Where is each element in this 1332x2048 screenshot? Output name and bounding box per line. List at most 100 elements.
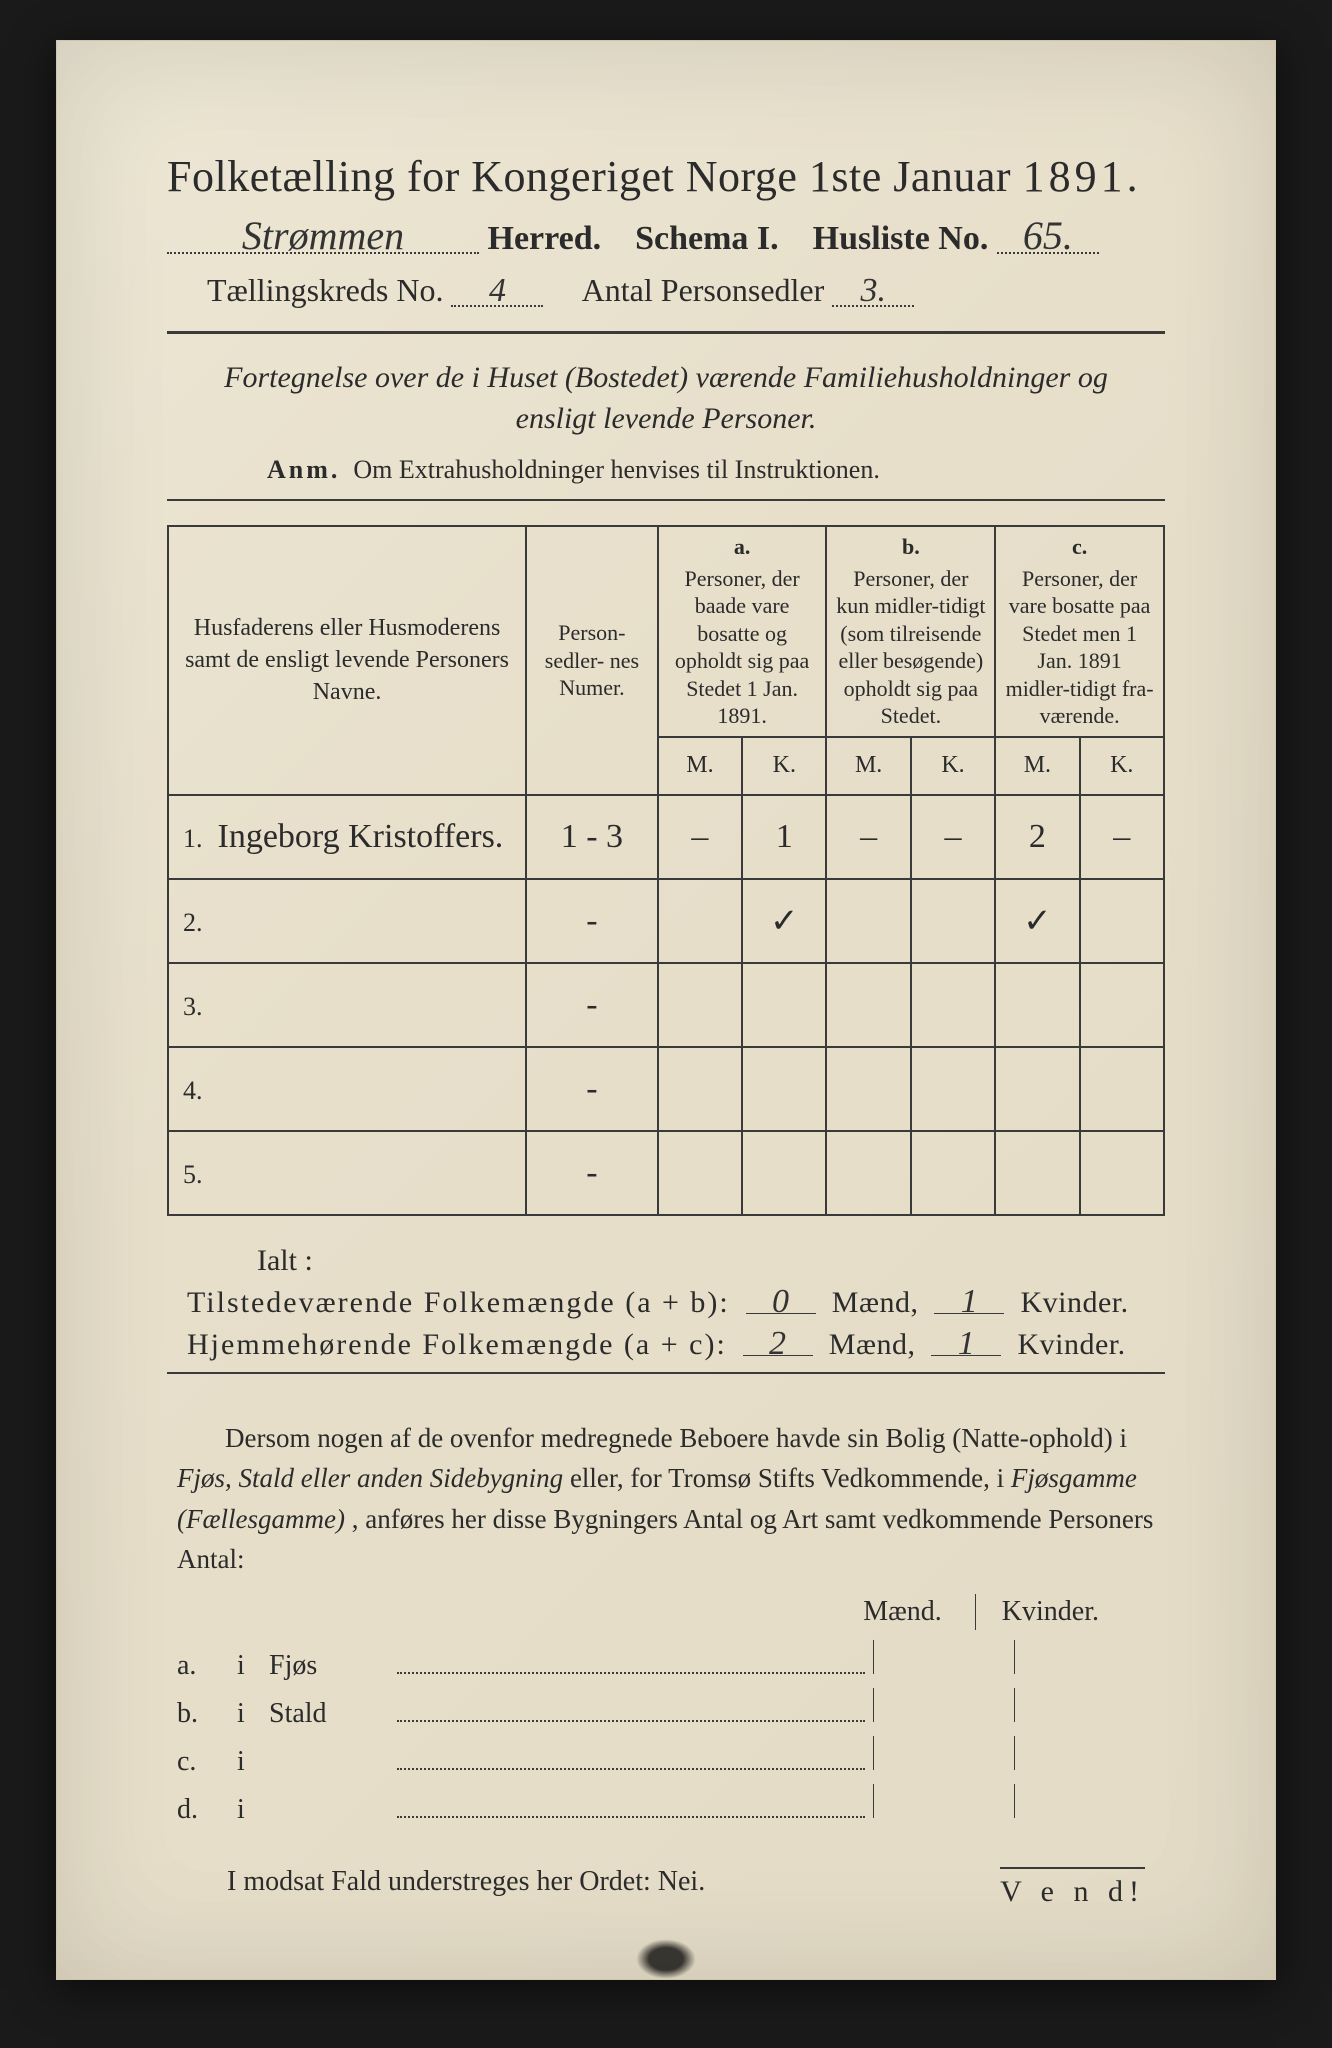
sum-hjem: Hjemmehørende Folkemængde (a + c): 2 Mæn… — [187, 1328, 1165, 1362]
byg-dots — [397, 1767, 865, 1770]
dersom-para: Dersom nogen af de ovenfor medregnede Be… — [177, 1418, 1155, 1580]
row-aM — [658, 879, 742, 963]
row-cM — [995, 1131, 1079, 1215]
maend-2: Mænd, — [829, 1328, 916, 1361]
row-aM: – — [658, 795, 742, 879]
row-aM — [658, 1047, 742, 1131]
row-cK: – — [1080, 795, 1164, 879]
sum-tilst: Tilstedeværende Folkemængde (a + b): 0 M… — [187, 1286, 1165, 1320]
col-a: a. Personer, der baade vare bosatte og o… — [658, 526, 827, 737]
fortegnelse: Fortegnelse over de i Huset (Bostedet) v… — [187, 358, 1145, 439]
byg-m-cell — [873, 1688, 1014, 1722]
byg-m-cell — [873, 1784, 1014, 1818]
row-cK — [1080, 1047, 1164, 1131]
para-t2: eller, for Tromsø Stifts Vedkommende, i — [570, 1463, 1011, 1493]
antal-value: 3. — [832, 279, 914, 307]
tilst-k: 1 — [934, 1290, 1004, 1315]
title-main: Folketælling for Kongeriget Norge — [167, 152, 797, 201]
row-aK — [742, 1047, 826, 1131]
byg-k-cell — [1014, 1688, 1155, 1722]
title-year: 1891. — [1023, 152, 1142, 201]
byg-i: i — [237, 1746, 269, 1778]
row-bM — [826, 879, 910, 963]
byg-lbl: d. — [177, 1794, 237, 1826]
ialt-label: Ialt : — [257, 1244, 1165, 1278]
table-row: 3. - — [168, 963, 1164, 1047]
byg-cat: Stald — [269, 1698, 389, 1730]
row-num: - — [526, 1131, 658, 1215]
table-body: 1. Ingeborg Kristoffers.1 - 3–1––2–2. -✓… — [168, 795, 1164, 1215]
byg-lbl: b. — [177, 1698, 237, 1730]
ink-stain — [636, 1939, 696, 1979]
a-K: K. — [742, 737, 826, 795]
row-cM — [995, 963, 1079, 1047]
row-cM: ✓ — [995, 879, 1079, 963]
mk-header: Mænd. Kvinder. — [837, 1594, 1125, 1630]
tilst-m: 0 — [746, 1290, 816, 1315]
table-row: 1. Ingeborg Kristoffers.1 - 3–1––2– — [168, 795, 1164, 879]
row-bK: – — [911, 795, 995, 879]
row-aK: ✓ — [742, 879, 826, 963]
col-names: Husfaderens eller Husmoderens samt de en… — [168, 526, 526, 795]
row-cK — [1080, 879, 1164, 963]
byg-cat: Fjøs — [269, 1650, 389, 1682]
bygning-list: a.iFjøsb.iStaldc.id.i — [177, 1640, 1155, 1826]
mk-k: Kvinder. — [975, 1594, 1125, 1630]
table-row: 4. - — [168, 1047, 1164, 1131]
row-cK — [1080, 1131, 1164, 1215]
col-num: Person- sedler- nes Numer. — [526, 526, 658, 795]
row-num: 1 - 3 — [526, 795, 658, 879]
census-form-page: Folketælling for Kongeriget Norge 1ste J… — [56, 40, 1276, 1980]
col-c-text: Personer, der vare bosatte paa Stedet me… — [1006, 566, 1154, 729]
para-t1: Dersom nogen af de ovenfor medregnede Be… — [225, 1423, 1127, 1453]
row-bM — [826, 963, 910, 1047]
byg-i: i — [237, 1650, 269, 1682]
row-name: 1. Ingeborg Kristoffers. — [168, 795, 526, 879]
row-bK — [911, 1131, 995, 1215]
row-num: - — [526, 1047, 658, 1131]
col-a-hdr: a. — [667, 533, 818, 561]
byg-lbl: a. — [177, 1650, 237, 1682]
row-cK — [1080, 963, 1164, 1047]
herred-value: Strømmen — [167, 222, 479, 254]
byg-m-cell — [873, 1640, 1014, 1674]
herred-line: Strømmen Herred. Schema I. Husliste No. … — [167, 220, 1165, 258]
table-row: 2. -✓✓ — [168, 879, 1164, 963]
row-name: 5. — [168, 1131, 526, 1215]
c-M: M. — [995, 737, 1079, 795]
vend-label: V e n d! — [1000, 1867, 1145, 1909]
row-bM — [826, 1131, 910, 1215]
col-b: b. Personer, der kun midler-tidigt (som … — [826, 526, 995, 737]
hjem-m: 2 — [743, 1332, 813, 1357]
byg-i: i — [237, 1698, 269, 1730]
col-c: c. Personer, der vare bosatte paa Stedet… — [995, 526, 1164, 737]
byg-m-cell — [873, 1736, 1014, 1770]
row-aM — [658, 1131, 742, 1215]
tilst-label: Tilstedeværende Folkemængde (a + b): — [187, 1286, 730, 1319]
byg-k-cell — [1014, 1784, 1155, 1818]
row-bM: – — [826, 795, 910, 879]
row-cM — [995, 1047, 1079, 1131]
byg-dots — [397, 1671, 865, 1674]
row-name: 2. — [168, 879, 526, 963]
col-b-hdr: b. — [835, 533, 986, 561]
byg-k-cell — [1014, 1736, 1155, 1770]
byg-dots — [397, 1815, 865, 1818]
byg-lbl: c. — [177, 1746, 237, 1778]
rule-2 — [167, 499, 1165, 501]
anm-line: Anm. Om Extrahusholdninger henvises til … — [267, 455, 1165, 485]
kreds-value: 4 — [451, 279, 543, 307]
byg-dots — [397, 1719, 865, 1722]
page-title: Folketælling for Kongeriget Norge 1ste J… — [167, 151, 1165, 202]
hjem-k: 1 — [931, 1332, 1001, 1357]
household-table: Husfaderens eller Husmoderens samt de en… — [167, 525, 1165, 1216]
c-K: K. — [1080, 737, 1164, 795]
row-bM — [826, 1047, 910, 1131]
bygning-row: d.i — [177, 1784, 1155, 1826]
row-aK — [742, 1131, 826, 1215]
a-M: M. — [658, 737, 742, 795]
col-b-text: Personer, der kun midler-tidigt (som til… — [836, 566, 985, 729]
row-aK — [742, 963, 826, 1047]
kreds-label: Tællingskreds No. — [207, 272, 443, 308]
row-num: - — [526, 963, 658, 1047]
